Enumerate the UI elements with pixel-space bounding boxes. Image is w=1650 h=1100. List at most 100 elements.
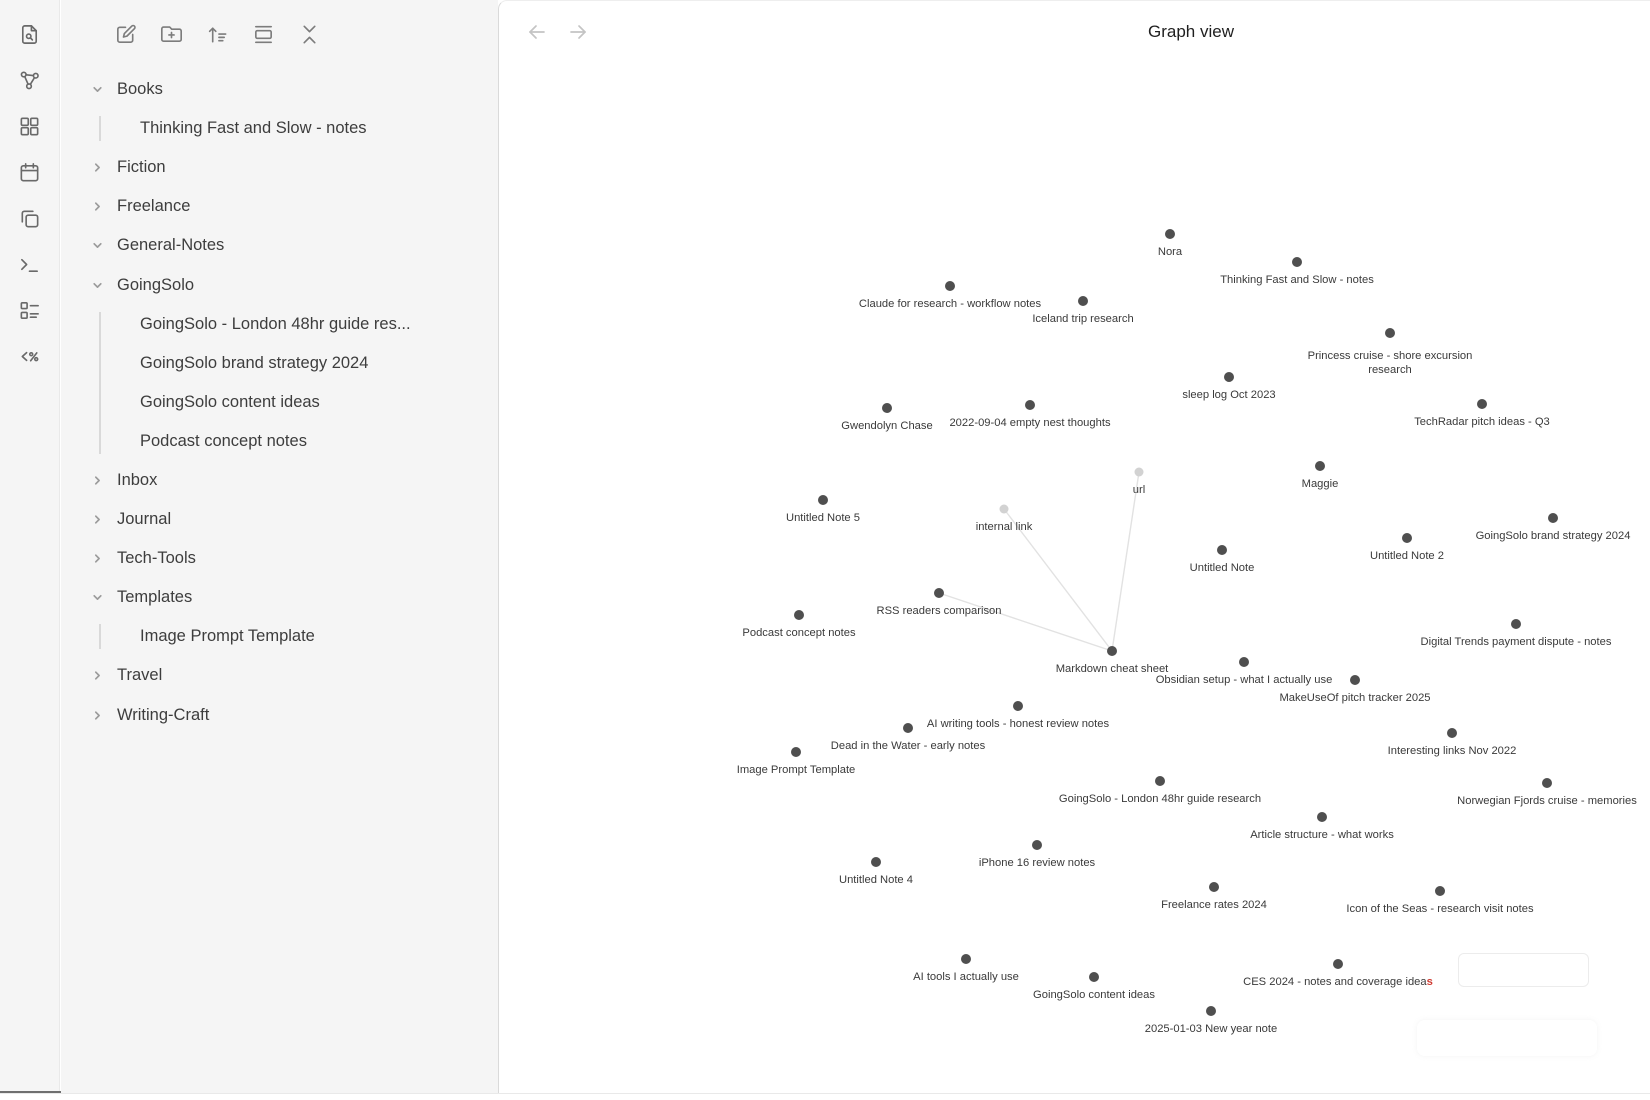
graph-node-dot[interactable] bbox=[1165, 229, 1175, 239]
graph-node-label[interactable]: Untitled Note bbox=[1190, 562, 1255, 574]
graph-node-dot[interactable] bbox=[1206, 1006, 1216, 1016]
graph-node-dot[interactable] bbox=[1134, 467, 1144, 477]
graph-node-label[interactable]: internal link bbox=[976, 521, 1033, 533]
graph-node-dot[interactable] bbox=[1402, 533, 1412, 543]
graph-node-dot[interactable] bbox=[818, 495, 828, 505]
sidebar-folder-journal[interactable]: Journal bbox=[61, 500, 498, 539]
graph-node-label[interactable]: Freelance rates 2024 bbox=[1161, 899, 1267, 911]
sidebar-folder-goingsolo[interactable]: GoingSolo bbox=[61, 265, 498, 304]
new-note-icon[interactable] bbox=[114, 23, 137, 46]
graph-node-dot[interactable] bbox=[1317, 812, 1327, 822]
graph-node-dot[interactable] bbox=[1511, 619, 1521, 629]
graph-node-label[interactable]: Markdown cheat sheet bbox=[1056, 663, 1169, 675]
sidebar-folder-writing-craft[interactable]: Writing-Craft bbox=[61, 696, 498, 735]
back-arrow-icon[interactable] bbox=[525, 20, 549, 44]
graph-node-dot[interactable] bbox=[1239, 657, 1249, 667]
sidebar-folder-travel[interactable]: Travel bbox=[61, 656, 498, 695]
sidebar-folder-general-notes[interactable]: General-Notes bbox=[61, 226, 498, 265]
graph-node-label[interactable]: GoingSolo content ideas bbox=[1033, 989, 1155, 1001]
graph-node-dot[interactable] bbox=[1385, 328, 1395, 338]
graph-node-dot[interactable] bbox=[882, 403, 892, 413]
terminal-icon[interactable] bbox=[18, 253, 41, 276]
graph-node-label[interactable]: Digital Trends payment dispute - notes bbox=[1421, 636, 1612, 648]
graph-node-label[interactable]: Image Prompt Template bbox=[737, 764, 856, 776]
layout-grid-icon[interactable] bbox=[18, 115, 41, 138]
sidebar-folder-inbox[interactable]: Inbox bbox=[61, 461, 498, 500]
sidebar-folder-templates[interactable]: Templates bbox=[61, 578, 498, 617]
graph-node-dot[interactable] bbox=[1333, 959, 1343, 969]
graph-node-label[interactable]: RSS readers comparison bbox=[877, 605, 1002, 617]
graph-node-dot[interactable] bbox=[999, 504, 1009, 514]
graph-node-label[interactable]: Thinking Fast and Slow - notes bbox=[1220, 274, 1374, 286]
sidebar-file[interactable]: Podcast concept notes bbox=[61, 422, 498, 461]
graph-node-dot[interactable] bbox=[961, 954, 971, 964]
graph-node-label[interactable]: sleep log Oct 2023 bbox=[1182, 389, 1275, 401]
graph-node-label[interactable]: Maggie bbox=[1302, 478, 1339, 490]
graph-node-dot[interactable] bbox=[1217, 545, 1227, 555]
graph-node-dot[interactable] bbox=[1209, 882, 1219, 892]
graph-node-dot[interactable] bbox=[903, 723, 913, 733]
graph-node-dot[interactable] bbox=[1435, 886, 1445, 896]
graph-node-label[interactable]: Article structure - what works bbox=[1250, 829, 1394, 841]
graph-node-dot[interactable] bbox=[791, 747, 801, 757]
sidebar-file[interactable]: Thinking Fast and Slow - notes bbox=[61, 109, 498, 148]
graph-node-label[interactable]: 2022-09-04 empty nest thoughts bbox=[949, 417, 1110, 429]
templater-icon[interactable] bbox=[18, 345, 41, 368]
graph-node-label[interactable]: Untitled Note 2 bbox=[1370, 550, 1444, 562]
graph-node-dot[interactable] bbox=[1315, 461, 1325, 471]
sidebar-file[interactable]: GoingSolo content ideas bbox=[61, 383, 498, 422]
graph-node-dot[interactable] bbox=[1155, 776, 1165, 786]
graph-node-label[interactable]: GoingSolo - London 48hr guide research bbox=[1059, 793, 1261, 805]
graph-node-dot[interactable] bbox=[1224, 372, 1234, 382]
graph-node-dot[interactable] bbox=[934, 588, 944, 598]
graph-node-dot[interactable] bbox=[1542, 778, 1552, 788]
forward-arrow-icon[interactable] bbox=[566, 20, 590, 44]
graph-node-label[interactable]: CES 2024 - notes and coverage ideas bbox=[1243, 976, 1433, 988]
graph-node-label[interactable]: Icon of the Seas - research visit notes bbox=[1346, 903, 1534, 915]
graph-node-dot[interactable] bbox=[871, 857, 881, 867]
file-search-icon[interactable] bbox=[18, 23, 41, 46]
graph-node-dot[interactable] bbox=[945, 281, 955, 291]
graph-node-dot[interactable] bbox=[1292, 257, 1302, 267]
graph-node-label[interactable]: Dead in the Water - early notes bbox=[831, 740, 986, 752]
stacked-panes-icon[interactable] bbox=[252, 23, 275, 46]
graph-node-dot[interactable] bbox=[1025, 400, 1035, 410]
sidebar-file[interactable]: GoingSolo - London 48hr guide res... bbox=[61, 305, 498, 344]
graph-node-dot[interactable] bbox=[1078, 296, 1088, 306]
graph-node-dot[interactable] bbox=[1447, 728, 1457, 738]
graph-node-label[interactable]: TechRadar pitch ideas - Q3 bbox=[1414, 416, 1550, 428]
graph-node-label[interactable]: Iceland trip research bbox=[1032, 313, 1133, 325]
graph-node-label[interactable]: MakeUseOf pitch tracker 2025 bbox=[1279, 692, 1430, 704]
sort-order-icon[interactable] bbox=[206, 23, 229, 46]
graph-node-label[interactable]: AI writing tools - honest review notes bbox=[927, 718, 1110, 730]
calendar-icon[interactable] bbox=[18, 161, 41, 184]
sidebar-file[interactable]: Image Prompt Template bbox=[61, 617, 498, 656]
graph-node-label[interactable]: Interesting links Nov 2022 bbox=[1388, 745, 1517, 757]
graph-node-dot[interactable] bbox=[1548, 513, 1558, 523]
graph-node-label[interactable]: Obsidian setup - what I actually use bbox=[1156, 674, 1333, 686]
graph-node-dot[interactable] bbox=[1089, 972, 1099, 982]
graph-view-icon[interactable] bbox=[18, 69, 41, 92]
graph-node-dot[interactable] bbox=[1350, 675, 1360, 685]
graph-node-label[interactable]: Untitled Note 4 bbox=[839, 874, 913, 886]
graph-node-label[interactable]: iPhone 16 review notes bbox=[979, 857, 1096, 869]
graph-node-label[interactable]: Untitled Note 5 bbox=[786, 512, 860, 524]
graph-node-label[interactable]: Podcast concept notes bbox=[742, 627, 856, 639]
graph-node-dot[interactable] bbox=[1477, 399, 1487, 409]
graph-node-label[interactable]: Gwendolyn Chase bbox=[841, 420, 932, 432]
graph-node-label[interactable]: 2025-01-03 New year note bbox=[1145, 1023, 1277, 1035]
sidebar-folder-tech-tools[interactable]: Tech-Tools bbox=[61, 539, 498, 578]
graph-node-dot[interactable] bbox=[1013, 701, 1023, 711]
graph-node-dot[interactable] bbox=[794, 610, 804, 620]
sidebar-folder-books[interactable]: Books bbox=[61, 70, 498, 109]
graph-node-label[interactable]: GoingSolo brand strategy 2024 bbox=[1476, 530, 1631, 542]
graph-node-label[interactable]: Claude for research - workflow notes bbox=[859, 298, 1042, 310]
graph-node-label[interactable]: Princess cruise - shore excursion researc… bbox=[1308, 350, 1473, 376]
graph-node-label[interactable]: Norwegian Fjords cruise - memories bbox=[1457, 795, 1637, 807]
sidebar-folder-freelance[interactable]: Freelance bbox=[61, 187, 498, 226]
list-boxes-icon[interactable] bbox=[18, 299, 41, 322]
graph-node-dot[interactable] bbox=[1032, 840, 1042, 850]
graph-node-label[interactable]: AI tools I actually use bbox=[913, 971, 1019, 983]
collapse-all-icon[interactable] bbox=[298, 23, 321, 46]
